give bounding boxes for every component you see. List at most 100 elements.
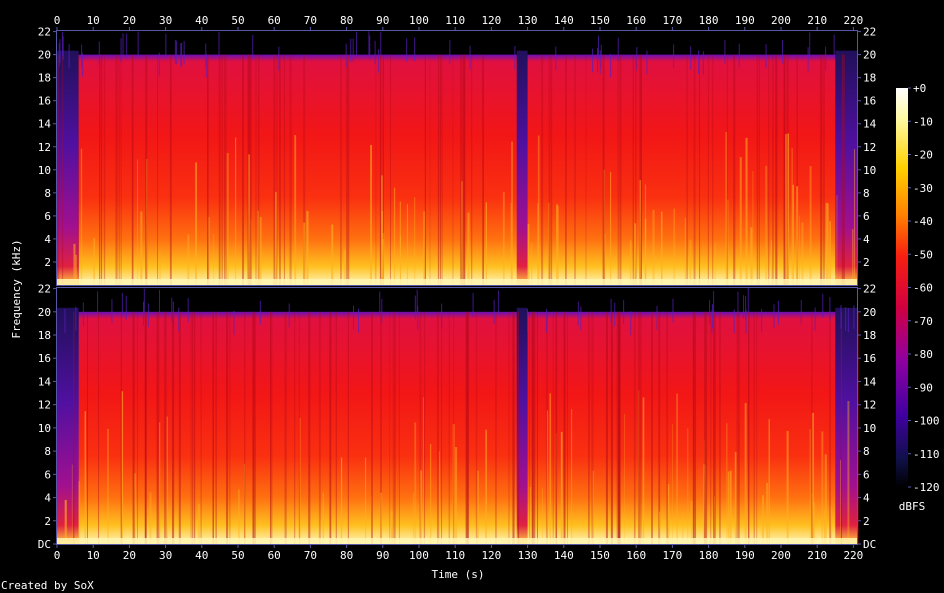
spectral-streak — [235, 137, 237, 285]
spectral-streak — [640, 311, 641, 544]
spectral-streak — [194, 311, 196, 544]
spectral-streak — [190, 311, 192, 544]
spectral-streak — [61, 54, 64, 285]
high-frequency-spike — [597, 35, 599, 60]
spectral-streak — [591, 311, 594, 544]
high-frequency-spike — [599, 50, 601, 74]
high-frequency-spike — [181, 42, 183, 67]
spectral-streak — [298, 311, 300, 544]
spectral-streak — [548, 54, 550, 285]
high-frequency-spike — [724, 40, 726, 64]
spectral-streak — [552, 311, 554, 544]
high-frequency-spike — [527, 309, 529, 334]
spectral-streak — [829, 311, 831, 544]
high-frequency-spike — [180, 43, 182, 67]
spectral-streak — [229, 311, 231, 544]
spectral-streak — [619, 311, 621, 544]
spectral-streak — [120, 311, 122, 544]
high-frequency-spike — [288, 303, 290, 328]
spectral-streak — [398, 311, 400, 544]
spectral-streak — [178, 311, 181, 544]
x-tick-label-bottom: 220 — [843, 549, 863, 562]
spectral-streak — [380, 492, 383, 544]
spectral-streak — [340, 54, 342, 285]
spectral-streak — [748, 311, 750, 544]
spectral-streak — [852, 229, 854, 285]
spectral-streak — [756, 311, 758, 544]
spectral-streak — [223, 54, 225, 285]
high-frequency-spike — [81, 44, 83, 69]
spectral-streak — [392, 311, 394, 544]
spectral-streak — [365, 457, 367, 544]
high-frequency-spike — [782, 39, 784, 64]
spectral-streak — [100, 54, 103, 285]
high-frequency-spike — [68, 44, 70, 68]
spectral-streak — [690, 501, 693, 544]
spectral-streak — [279, 54, 281, 285]
spectral-streak — [225, 54, 227, 285]
spectral-streak — [121, 391, 124, 544]
channel-2-panel — [57, 288, 860, 544]
spectral-streak — [441, 311, 443, 544]
high-frequency-spike — [614, 302, 616, 327]
spectral-streak — [467, 212, 470, 285]
spectral-streak — [824, 454, 827, 544]
high-frequency-spike — [546, 308, 548, 333]
spectral-streak — [796, 186, 799, 285]
spectral-streak — [400, 235, 402, 285]
y-tick-label-left: 16 — [38, 352, 51, 365]
high-frequency-spike — [137, 31, 139, 56]
spectral-streak — [771, 240, 773, 285]
high-frequency-spike — [278, 46, 280, 71]
spectral-streak — [673, 208, 676, 285]
x-tick-label-top: 90 — [376, 14, 389, 27]
x-axis-label: Time (s) — [432, 568, 485, 581]
x-tick-label-bottom: 90 — [376, 549, 389, 562]
colorbar-gradient — [896, 88, 908, 487]
high-frequency-spike — [807, 47, 809, 71]
high-frequency-spike — [158, 289, 160, 314]
high-frequency-spike — [580, 306, 582, 331]
colorbar-tick-label: -20 — [913, 149, 933, 162]
spectral-streak — [424, 54, 426, 285]
x-tick-label-top: 160 — [626, 14, 646, 27]
plot-frame — [56, 287, 858, 545]
spectral-streak — [699, 54, 701, 285]
spectral-streak — [437, 54, 440, 285]
spectral-streak — [248, 154, 250, 285]
spectral-streak — [713, 311, 715, 544]
high-frequency-spike — [374, 40, 376, 65]
spectral-streak — [424, 311, 426, 544]
spectral-streak — [726, 54, 728, 285]
colorbar: +0 -10 -20 -30 -40 -50 -60 -70 -80 -90 -100 -110 -12… — [896, 82, 940, 494]
spectral-streak — [798, 215, 800, 285]
high-frequency-spike — [59, 39, 61, 63]
high-frequency-spike — [840, 304, 842, 329]
spectral-streak — [744, 403, 747, 544]
high-frequency-spike — [406, 38, 408, 62]
x-tick-label-bottom: 30 — [159, 549, 172, 562]
high-frequency-spike — [469, 45, 471, 70]
spectral-streak — [276, 54, 278, 285]
y-tick-label-left: 10 — [38, 422, 51, 435]
high-frequency-spike — [829, 297, 831, 321]
y-tick-label-right: 4 — [863, 233, 870, 246]
high-frequency-spike — [493, 299, 495, 324]
spectral-streak — [382, 233, 385, 285]
high-frequency-spike — [777, 300, 779, 325]
spectral-streak — [460, 54, 462, 285]
spectral-streak — [705, 311, 708, 544]
spectral-streak — [527, 223, 530, 285]
spectral-streak — [71, 464, 73, 544]
spectral-streak — [132, 311, 135, 544]
y-tick-label-right: 18 — [863, 329, 876, 342]
colorbar-tick-label: -70 — [913, 315, 933, 328]
y-tick-label-left: 4 — [44, 233, 51, 246]
spectral-streak — [624, 413, 626, 544]
spectral-streak — [748, 311, 750, 544]
high-frequency-spike — [252, 34, 254, 59]
y-tick-label-right: 18 — [863, 72, 876, 85]
spectral-streak — [574, 54, 576, 285]
y-tick-label-right: 2 — [863, 256, 870, 269]
spectral-streak — [121, 54, 122, 285]
